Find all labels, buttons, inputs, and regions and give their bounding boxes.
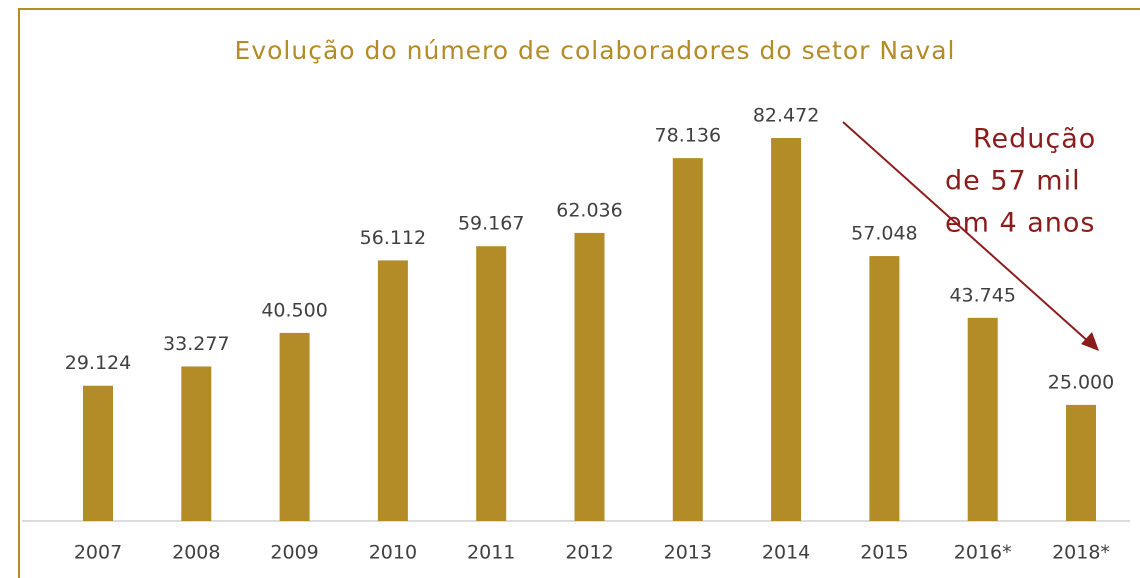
value-label: 62.036 — [556, 199, 622, 221]
bar — [967, 317, 998, 521]
annotation: em 4 anos — [945, 208, 1096, 239]
annotation: de 57 mil — [945, 166, 1081, 197]
x-tick-label: 2014 — [762, 542, 810, 564]
bar — [83, 385, 113, 521]
chart-title: Evolução do número de colaboradores do s… — [235, 36, 956, 65]
value-label: 43.745 — [949, 284, 1015, 306]
bar — [476, 246, 507, 521]
value-label: 57.048 — [851, 223, 917, 245]
value-label: 25.000 — [1048, 371, 1114, 393]
arrow — [842, 121, 1091, 344]
bar — [377, 260, 408, 521]
value-label: 59.167 — [458, 213, 524, 235]
bar — [1066, 404, 1096, 521]
value-label: 78.136 — [655, 125, 721, 147]
value-label: 29.124 — [65, 352, 131, 374]
x-tick-label: 2018* — [1052, 542, 1110, 564]
bar — [672, 158, 703, 521]
value-label: 56.112 — [360, 227, 426, 249]
arrow-head — [1081, 332, 1099, 351]
x-tick-label: 2008 — [172, 542, 220, 564]
annotation: Redução — [973, 124, 1096, 155]
x-tick-label: 2015 — [860, 542, 908, 564]
value-label: 33.277 — [163, 333, 229, 355]
value-label: 40.500 — [261, 299, 327, 321]
x-tick-label: 2016* — [954, 542, 1012, 564]
x-tick-label: 2011 — [467, 542, 515, 564]
x-tick-label: 2009 — [270, 542, 318, 564]
bar — [771, 138, 802, 521]
x-tick-label: 2007 — [74, 542, 122, 564]
x-tick-label: 2010 — [369, 542, 417, 564]
x-tick-label: 2013 — [664, 542, 712, 564]
bar — [869, 256, 900, 521]
bar — [279, 332, 310, 521]
bar — [181, 366, 212, 521]
value-label: 82.472 — [753, 105, 819, 127]
frame — [18, 8, 1140, 578]
x-tick-label: 2012 — [565, 542, 613, 564]
bar — [574, 232, 605, 521]
